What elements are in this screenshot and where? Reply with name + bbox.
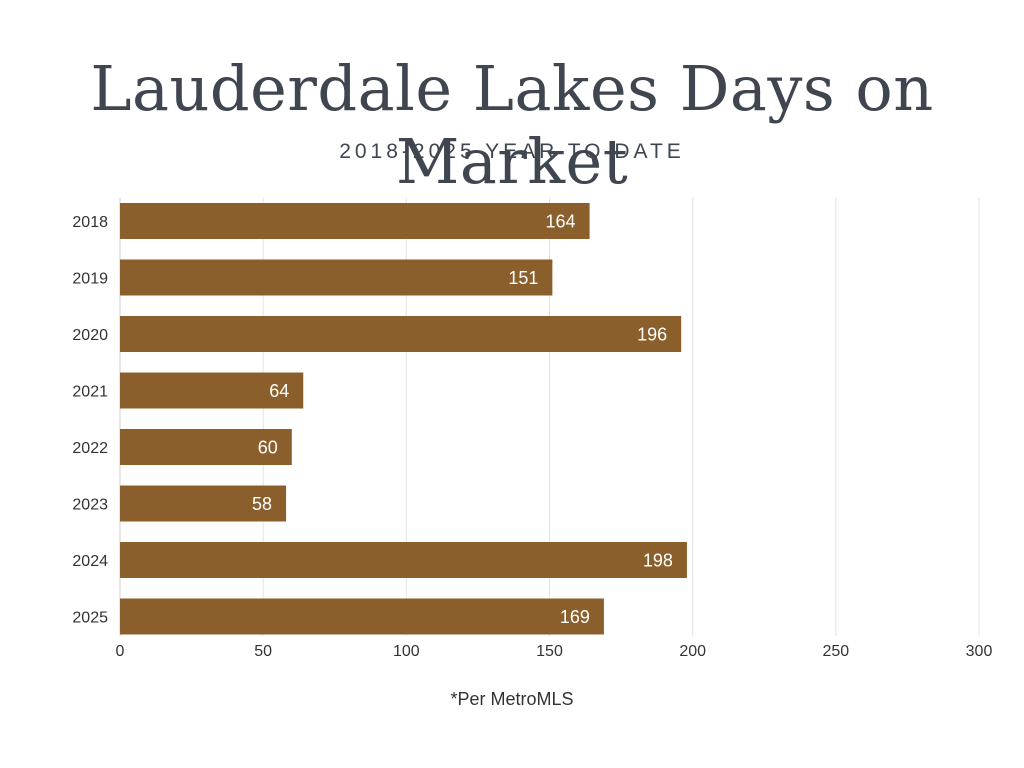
bar-value-label: 64 (269, 381, 289, 401)
y-tick-label: 2024 (72, 553, 108, 570)
bar-value-label: 151 (508, 268, 538, 288)
bar-2023 (120, 485, 287, 522)
bar-2019 (120, 259, 553, 296)
y-tick-label: 2018 (72, 214, 108, 231)
y-tick-label: 2022 (72, 440, 108, 457)
bar-value-label: 169 (560, 607, 590, 627)
y-axis-labels: 2018 2019 2020 2021 2022 2023 2024 2025 (72, 214, 108, 627)
bar-value-label: 164 (546, 212, 576, 232)
x-tick-label: 0 (116, 643, 125, 660)
bar-value-label: 58 (252, 494, 272, 514)
x-tick-label: 50 (254, 643, 272, 660)
bar-2021 (120, 372, 304, 409)
bar-value-label: 196 (637, 325, 667, 345)
source-footnote: *Per MetroMLS (450, 689, 574, 709)
bar-2022 (120, 429, 292, 465)
chart-subtitle: 2018-2025 YEAR TO DATE (339, 140, 685, 163)
y-tick-label: 2019 (72, 271, 108, 288)
bar-value-label: 198 (643, 551, 673, 571)
x-tick-label: 150 (536, 643, 563, 660)
y-tick-label: 2023 (72, 497, 108, 514)
bar-2024 (120, 542, 687, 578)
y-tick-label: 2020 (72, 327, 108, 344)
bar-2018 (120, 203, 590, 239)
bar-value-label: 60 (258, 438, 278, 458)
bar-2020 (120, 316, 682, 352)
y-tick-label: 2021 (72, 384, 108, 401)
x-tick-label: 200 (679, 643, 706, 660)
x-axis-labels: 0 50 100 150 200 250 300 (116, 643, 993, 660)
x-tick-label: 300 (966, 643, 993, 660)
x-tick-label: 250 (822, 643, 849, 660)
bar-2025 (120, 598, 604, 635)
y-tick-label: 2025 (72, 610, 108, 627)
chart-title: Lauderdale Lakes Days on Market (90, 52, 934, 198)
bars: 164 151 196 64 60 58 198 169 (120, 203, 687, 635)
x-tick-label: 100 (393, 643, 420, 660)
